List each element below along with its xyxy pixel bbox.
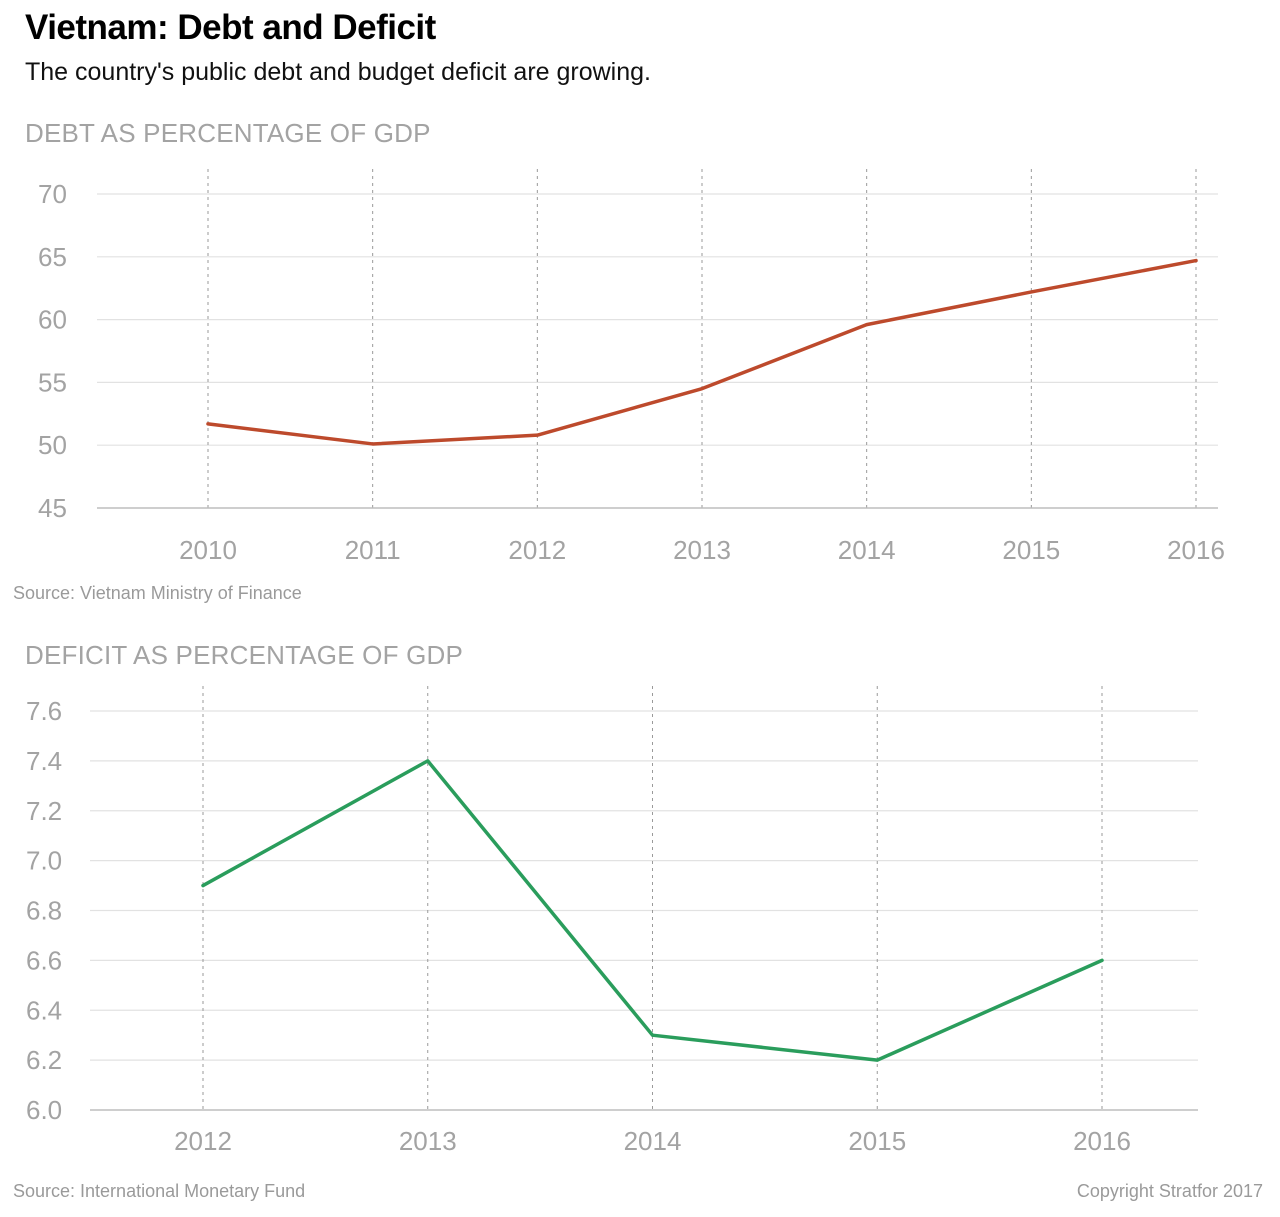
deficit-ytick-label: 7.0 [26,846,62,876]
debt-xtick-label: 2010 [179,535,237,565]
debt-xtick-label: 2015 [1002,535,1060,565]
chart-subtitle: The country's public debt and budget def… [25,58,651,86]
deficit-data-point [875,1058,879,1062]
deficit-xtick-label: 2014 [624,1126,682,1156]
deficit-data-point [426,759,430,763]
debt-chart: 45 50 55 60 65 70 2010 2011 2012 2013 2014 2015 2016 [38,169,1225,565]
deficit-ytick-label: 6.8 [26,896,62,926]
debt-xtick-label: 2013 [673,535,731,565]
debt-xtick-label: 2011 [345,535,401,565]
deficit-ytick-label: 6.2 [26,1045,62,1075]
debt-ytick-label: 70 [38,179,67,209]
debt-source: Source: Vietnam Ministry of Finance [13,583,302,603]
deficit-ytick-label: 7.6 [26,696,62,726]
chart-title: Vietnam: Debt and Deficit [25,8,436,47]
debt-panel-title: DEBT AS PERCENTAGE OF GDP [25,118,431,148]
deficit-ytick-label: 6.6 [26,945,62,975]
copyright: Copyright Stratfor 2017 [1076,1181,1263,1201]
debt-ytick-label: 45 [38,493,67,523]
debt-ytick-label: 65 [38,242,67,272]
deficit-ytick-label: 6.4 [26,995,62,1025]
deficit-xtick-label: 2013 [399,1126,457,1156]
deficit-xtick-label: 2016 [1073,1126,1131,1156]
debt-data-point [1194,259,1198,263]
debt-xtick-label: 2012 [508,535,566,565]
debt-data-point [206,422,210,426]
deficit-ytick-label: 6.0 [26,1095,62,1125]
debt-xtick-label: 2014 [838,535,896,565]
deficit-xtick-label: 2012 [174,1126,232,1156]
deficit-data-point [651,1033,654,1037]
deficit-data-point [201,884,205,888]
deficit-data-point [1100,958,1104,962]
deficit-ytick-label: 7.4 [26,746,62,776]
debt-ytick-label: 55 [38,367,67,397]
debt-data-point [1029,290,1033,294]
deficit-panel-title: DEFICIT AS PERCENTAGE OF GDP [25,640,464,670]
debt-data-point [700,387,704,391]
deficit-xtick-label: 2015 [848,1126,906,1156]
debt-ytick-label: 60 [38,305,67,335]
deficit-ytick-label: 7.2 [26,796,62,826]
debt-xtick-label: 2016 [1167,535,1225,565]
deficit-source: Source: International Monetary Fund [13,1181,306,1201]
debt-data-point [371,442,375,446]
debt-data-point [535,433,539,437]
debt-ytick-label: 50 [38,430,67,460]
debt-data-point [865,323,869,327]
